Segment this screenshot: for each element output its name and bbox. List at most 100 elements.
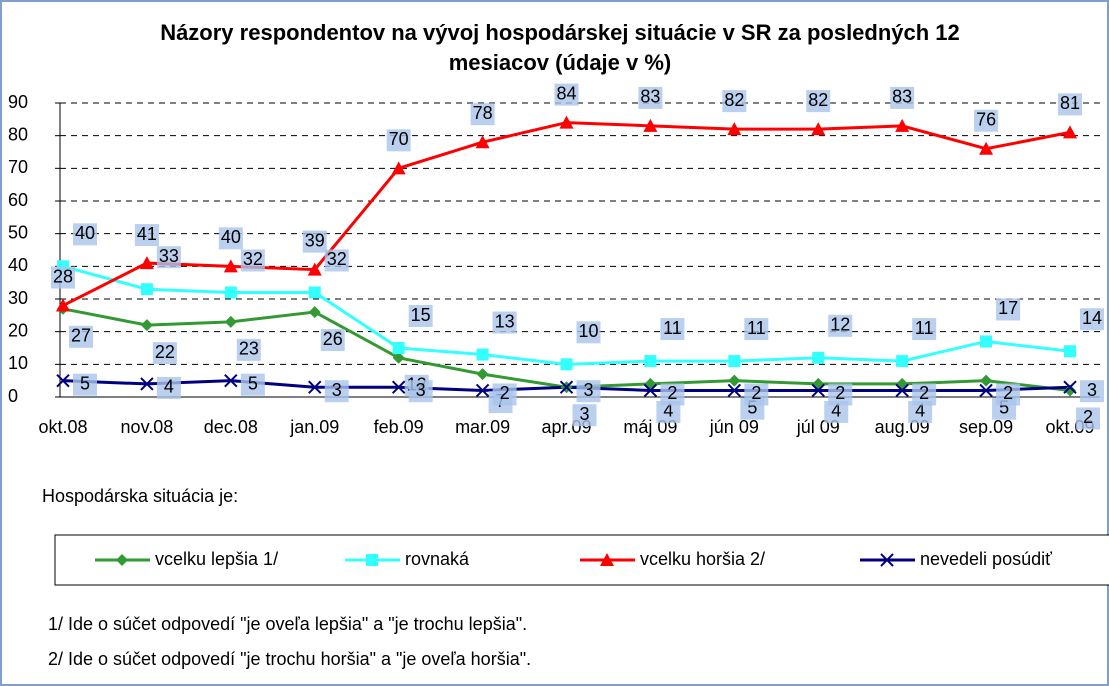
data-label-box	[302, 230, 327, 253]
y-tick-label: 80	[8, 124, 28, 144]
data-label-box	[656, 400, 681, 423]
marker	[223, 259, 238, 273]
data-label: 14	[1082, 308, 1102, 328]
x-tick-label: mar.09	[455, 417, 510, 437]
marker	[308, 380, 322, 394]
data-label: 4	[663, 401, 673, 421]
data-label-box	[156, 376, 181, 399]
data-label: 76	[976, 109, 996, 129]
data-label-box	[912, 318, 937, 341]
marker	[116, 554, 128, 566]
marker	[391, 380, 406, 394]
marker	[643, 383, 658, 398]
x-tick-label: jan.09	[289, 417, 339, 437]
data-label: 33	[159, 246, 179, 266]
y-tick-label: 70	[8, 157, 28, 177]
data-label-box	[908, 400, 933, 423]
x-tick-label: nov.08	[121, 417, 174, 437]
data-label: 15	[411, 305, 431, 325]
marker	[728, 374, 741, 387]
data-label-box	[152, 342, 177, 365]
y-tick-label: 0	[8, 386, 18, 406]
data-label-box	[828, 383, 853, 406]
x-tick-label: jún 09	[709, 417, 759, 437]
data-label-box	[73, 223, 97, 246]
data-label-box	[660, 383, 685, 406]
marker	[600, 553, 614, 566]
data-label-box	[240, 249, 265, 272]
marker	[980, 374, 993, 387]
marker	[56, 373, 70, 388]
data-label-box	[156, 246, 181, 269]
data-label-box	[1080, 308, 1104, 331]
marker	[56, 298, 70, 312]
x-tick-label: dec.08	[204, 417, 258, 437]
data-label-box	[386, 129, 411, 152]
data-label-box	[1076, 407, 1100, 430]
marker	[811, 383, 825, 398]
data-label-box	[974, 109, 999, 132]
data-label-box	[638, 86, 663, 109]
marker	[391, 161, 406, 175]
data-label-box	[320, 329, 345, 352]
data-label: 28	[53, 266, 73, 286]
data-label: 4	[915, 401, 925, 421]
y-tick-label: 40	[8, 255, 28, 275]
data-label: 83	[892, 87, 912, 107]
data-label: 11	[915, 318, 934, 338]
data-label: 17	[998, 298, 1018, 318]
marker	[475, 383, 490, 398]
marker	[728, 355, 741, 368]
marker	[896, 355, 909, 368]
y-tick-label: 60	[8, 190, 28, 210]
data-label: 11	[747, 318, 766, 338]
data-label-box	[722, 90, 747, 113]
data-label-box	[324, 249, 349, 272]
data-label: 2	[919, 383, 929, 403]
marker	[980, 335, 993, 348]
marker	[559, 380, 574, 394]
data-label: 5	[80, 373, 90, 393]
marker	[392, 342, 405, 354]
marker	[811, 122, 826, 136]
marker	[979, 141, 994, 155]
data-label-box	[660, 318, 685, 341]
data-label: 22	[155, 342, 175, 362]
marker	[308, 306, 321, 319]
data-label: 82	[724, 90, 744, 110]
marker	[895, 383, 909, 398]
data-label: 3	[583, 380, 593, 400]
data-label-box	[73, 373, 97, 396]
data-label-box	[824, 400, 849, 423]
data-label-box	[1080, 380, 1104, 403]
data-label-box	[69, 325, 93, 348]
data-label: 40	[75, 223, 95, 243]
legend-label: vcelku lepšia 1/	[155, 549, 278, 569]
marker	[1063, 380, 1077, 394]
data-label-box	[912, 383, 937, 406]
marker	[139, 256, 154, 270]
data-label-box	[744, 318, 769, 341]
data-label-box	[576, 321, 601, 344]
marker	[1064, 384, 1076, 397]
marker	[307, 262, 322, 276]
marker	[476, 348, 489, 361]
data-label-box	[218, 227, 243, 250]
legend-title: Hospodárska situácia je:	[42, 486, 238, 506]
data-label: 40	[221, 227, 241, 247]
data-label: 4	[164, 377, 174, 397]
legend-label: vcelku horšia 2/	[640, 549, 765, 569]
data-label-box	[576, 380, 601, 403]
data-label: 10	[578, 321, 598, 341]
data-label: 2	[835, 383, 845, 403]
y-tick-label: 20	[8, 320, 28, 340]
data-label: 12	[830, 315, 850, 335]
x-tick-label: okt.08	[38, 417, 87, 437]
data-label: 78	[473, 103, 493, 123]
marker	[643, 118, 658, 132]
data-label: 2	[751, 383, 761, 403]
data-label: 2	[667, 383, 677, 403]
data-label: 5	[999, 397, 1009, 417]
x-tick-label: feb.09	[374, 417, 424, 437]
